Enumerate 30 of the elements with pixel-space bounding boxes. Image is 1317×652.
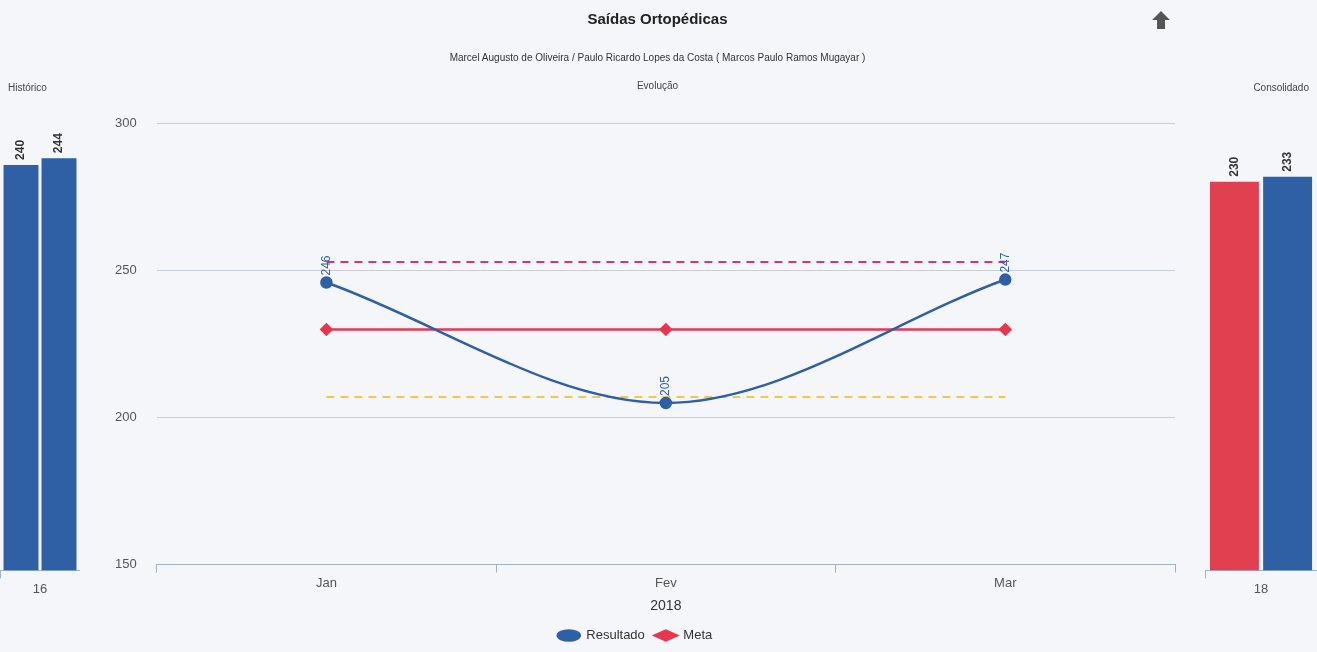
x-tick-label: Jan [315,574,337,590]
legend-label: Meta [683,627,713,643]
point [659,396,673,410]
chart-title: Saídas Ortopédicas [586,10,729,27]
point [999,273,1012,286]
data-label: 205 [658,375,673,396]
chart-title: Histórico [8,82,48,93]
x-tick-label: Fev [655,574,678,590]
point [320,276,333,289]
data-label: 233 [1279,151,1294,172]
x-axis-title: 2018 [650,597,682,614]
x-tick-label: 16 [32,580,48,596]
x-tick-label: Mar [994,574,1018,590]
x-tick-label: 18 [1253,580,1269,596]
text: Evolução [635,80,680,91]
data-label: 246 [318,255,333,276]
y-tick-label: 250 [114,262,137,278]
y-tick-label: 300 [114,115,137,131]
data-label: 230 [1226,156,1241,177]
point [659,323,673,336]
data-label: 240 [13,139,28,160]
chart-title: Consolidado [1252,82,1309,93]
point [320,323,333,336]
point [999,323,1012,336]
y-tick-label: 150 [114,556,137,572]
legend-label: Resultado [586,627,645,643]
chart-subtitle: Marcel Augusto de Oliveira / Paulo Ricardo Lopes da Costa ( Marcos Paulo Ramos Mugayar ) [448,52,867,63]
data-label: 244 [51,132,66,154]
data-label: 247 [997,252,1012,273]
y-tick-label: 200 [114,409,137,425]
